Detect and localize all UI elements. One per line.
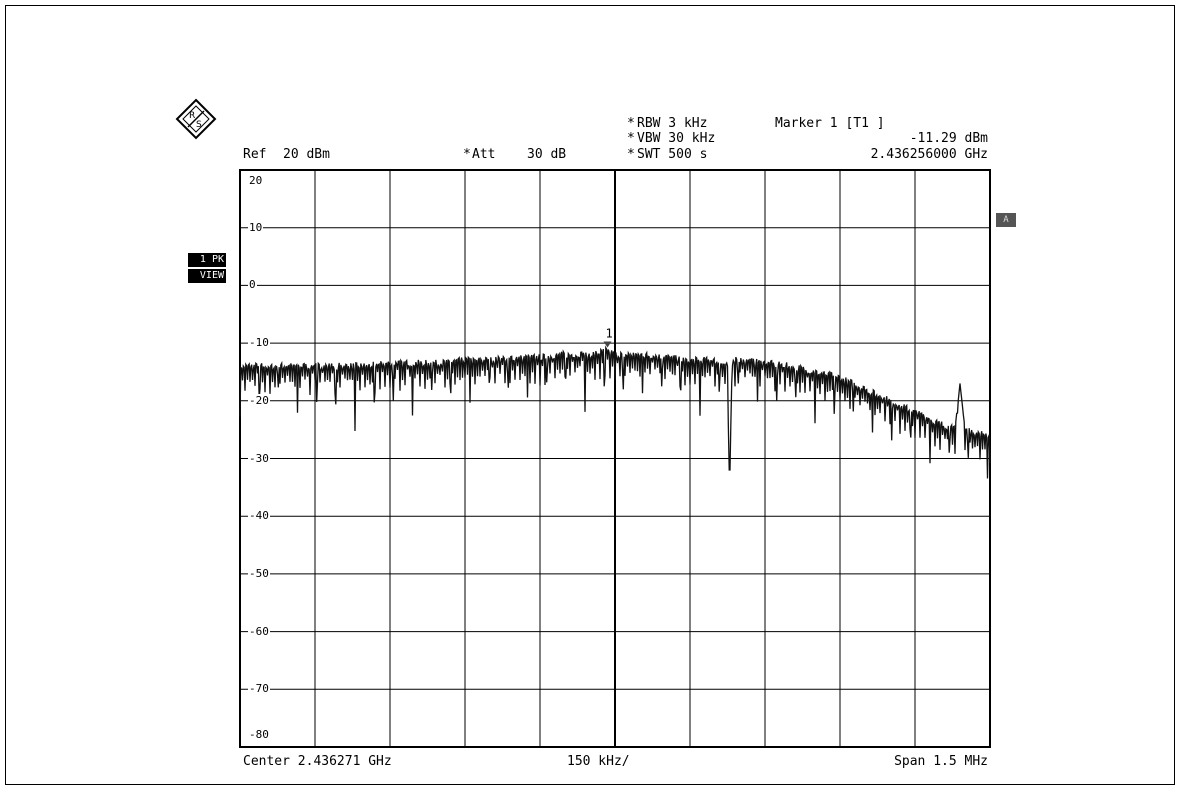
a-indicator-badge: A bbox=[996, 213, 1016, 227]
y-tick-label: -60 bbox=[248, 624, 270, 638]
center-frequency: Center 2.436271 GHz bbox=[243, 754, 392, 769]
marker-level: -11.29 dBm bbox=[909, 131, 988, 146]
y-tick-label: -40 bbox=[248, 509, 270, 523]
y-tick-label: 0 bbox=[248, 278, 257, 292]
att-label: Att bbox=[472, 147, 496, 162]
swt-value: SWT 500 s bbox=[637, 147, 708, 162]
y-tick-label: -10 bbox=[248, 336, 270, 350]
y-tick-label: -70 bbox=[248, 682, 270, 696]
att-value: 30 dB bbox=[527, 147, 567, 162]
marker-1-triangle bbox=[603, 341, 612, 348]
y-tick-label: 20 bbox=[248, 174, 264, 187]
y-tick-label: -20 bbox=[248, 393, 270, 407]
ref-value: 20 dBm bbox=[283, 147, 330, 162]
marker-title: Marker 1 [T1 ] bbox=[775, 116, 885, 131]
swt-star: * bbox=[627, 147, 635, 162]
y-tick-label: -30 bbox=[248, 451, 270, 465]
y-tick-label: -50 bbox=[248, 566, 270, 580]
spectrum-trace bbox=[239, 345, 991, 479]
vbw-star: * bbox=[627, 131, 635, 146]
frequency-per-division: 150 kHz/ bbox=[567, 754, 630, 769]
frequency-span: Span 1.5 MHz bbox=[894, 754, 988, 769]
rohde-schwarz-logo: R S bbox=[175, 98, 217, 140]
trace-view-badge: VIEW bbox=[188, 269, 226, 283]
ref-label: Ref bbox=[243, 147, 267, 162]
y-tick-label: -80 bbox=[248, 728, 270, 741]
marker-frequency: 2.436256000 GHz bbox=[870, 147, 988, 162]
marker-1-label: 1 bbox=[606, 327, 613, 341]
att-star: * bbox=[463, 147, 471, 162]
vbw-value: VBW 30 kHz bbox=[637, 131, 716, 146]
y-tick-label: 10 bbox=[248, 220, 264, 234]
svg-text:S: S bbox=[196, 120, 202, 130]
trace-detector-badge: 1 PK bbox=[188, 253, 226, 267]
rbw-value: RBW 3 kHz bbox=[637, 116, 708, 131]
svg-text:R: R bbox=[189, 111, 195, 121]
rbw-star: * bbox=[627, 116, 635, 131]
